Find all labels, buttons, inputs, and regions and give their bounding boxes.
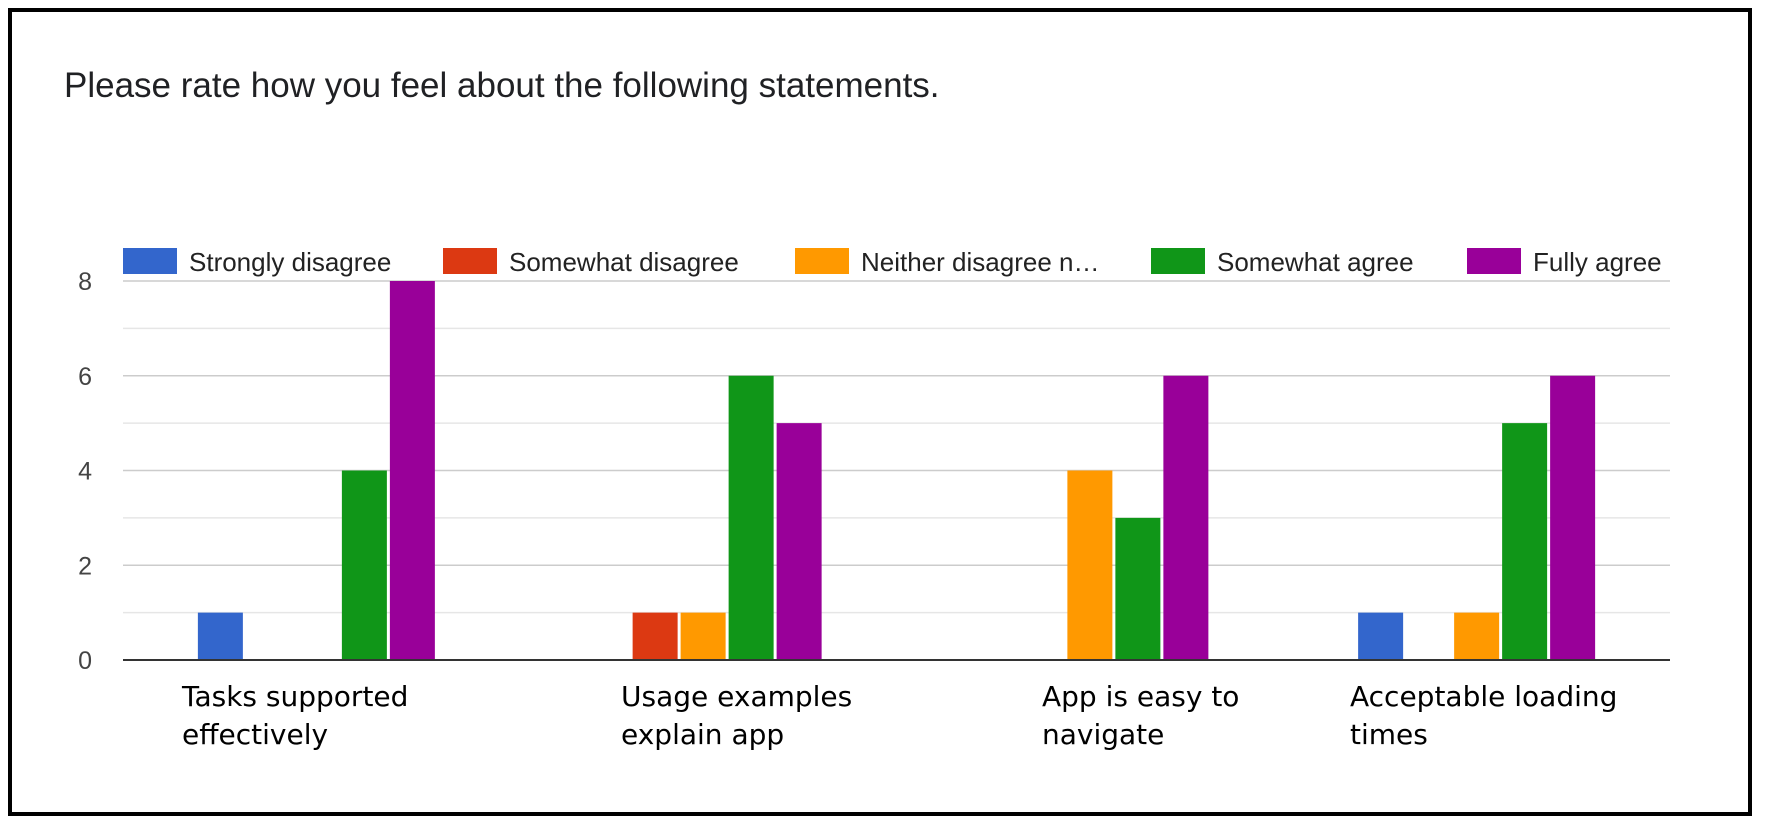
bar [1550, 375, 1596, 660]
bar [1115, 517, 1161, 660]
bar [1502, 423, 1548, 660]
legend-label: Somewhat agree [1217, 247, 1414, 277]
category-label-line: Acceptable loading [1350, 680, 1617, 713]
bar [632, 612, 678, 660]
category-label: Usage examples explain app [621, 680, 852, 751]
y-tick-label: 6 [78, 363, 92, 391]
legend-swatch [1151, 248, 1205, 274]
category-labels: Tasks supported effectively Usage examples… [181, 680, 1617, 751]
legend: Strongly disagree Somewhat disagree Neithe… [123, 247, 1662, 277]
legend-label: Somewhat disagree [509, 247, 739, 277]
y-tick-label: 2 [78, 552, 92, 580]
bar [197, 612, 243, 660]
legend-label: Neither disagree n… [861, 247, 1099, 277]
category-label-line: Tasks supported [181, 680, 408, 713]
bar [1067, 470, 1113, 660]
category-label: Tasks supported effectively [181, 680, 408, 751]
bar [341, 470, 387, 660]
y-tick-label: 8 [78, 268, 92, 296]
y-tick-label: 4 [78, 458, 92, 486]
category-label-line: explain app [621, 718, 784, 751]
category-label: App is easy to navigate [1042, 680, 1239, 751]
legend-swatch [123, 248, 177, 274]
category-label-line: times [1350, 718, 1428, 751]
bar [728, 375, 774, 660]
category-label-line: App is easy to [1042, 680, 1239, 713]
chart-card [8, 8, 1752, 816]
y-tick-label: 0 [78, 647, 92, 675]
legend-label: Strongly disagree [189, 247, 391, 277]
bar [680, 612, 726, 660]
bar [1358, 612, 1404, 660]
bar [389, 281, 435, 660]
bar [1454, 612, 1500, 660]
category-label-line: Usage examples [621, 680, 852, 713]
category-label: Acceptable loading times [1350, 680, 1617, 751]
question-title: Please rate how you feel about the follo… [64, 66, 940, 105]
bar [776, 423, 822, 660]
category-label-line: effectively [182, 718, 328, 751]
axes: 0 2 4 6 8 [78, 268, 1670, 675]
legend-swatch [1467, 248, 1521, 274]
category-label-line: navigate [1042, 718, 1164, 751]
bar [1163, 375, 1209, 660]
legend-label: Fully agree [1533, 247, 1662, 277]
legend-swatch [795, 248, 849, 274]
legend-swatch [443, 248, 497, 274]
bars [197, 281, 1596, 660]
